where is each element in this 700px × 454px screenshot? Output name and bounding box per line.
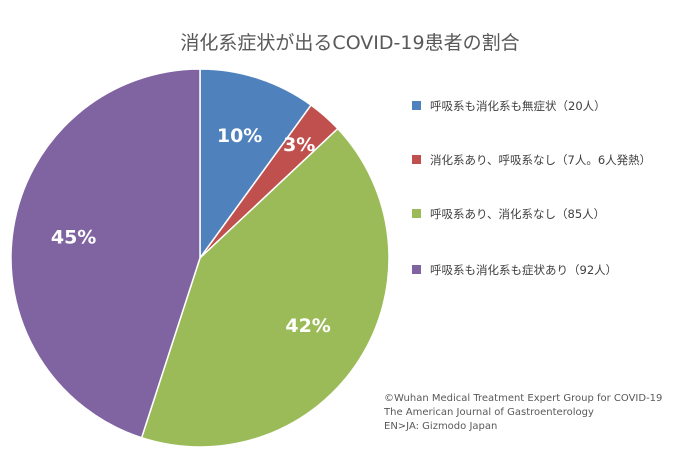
legend-swatch: [412, 155, 421, 164]
pie-slice: [140, 127, 390, 448]
legend-label: 消化系あり、呼吸系なし（7人。6人発熱）: [430, 153, 652, 167]
legend-swatch: [412, 209, 421, 218]
pie-slice-label: 10%: [217, 125, 262, 147]
legend-swatch: [412, 101, 421, 110]
pie-slice-label: 3%: [283, 134, 315, 156]
credits: ©Wuhan Medical Treatment Expert Group fo…: [384, 392, 662, 434]
pie-slice-label: 42%: [285, 315, 330, 337]
credit-line: EN>JA: Gizmodo Japan: [384, 421, 498, 432]
pie-slice-label: 45%: [51, 227, 96, 249]
legend-label: 呼吸系あり、消化系なし（85人）: [430, 207, 606, 221]
legend-item: 呼吸系も消化系も症状あり（92人）: [412, 262, 617, 278]
legend-item: 呼吸系あり、消化系なし（85人）: [412, 206, 605, 222]
pie-slice: [199, 68, 313, 261]
legend-label: 呼吸系も消化系も無症状（20人）: [430, 99, 606, 113]
legend-item: 消化系あり、呼吸系なし（7人。6人発熱）: [412, 152, 651, 168]
legend-swatch: [412, 265, 421, 274]
pie-slice: [10, 68, 201, 439]
credit-line: The American Journal of Gastroenterology: [384, 407, 594, 418]
legend-item: 呼吸系も消化系も無症状（20人）: [412, 98, 606, 114]
credit-line: ©Wuhan Medical Treatment Expert Group fo…: [384, 393, 663, 404]
legend-label: 呼吸系も消化系も症状あり（92人）: [430, 263, 618, 277]
chart-title: 消化系症状が出るCOVID-19患者の割合: [180, 32, 520, 54]
